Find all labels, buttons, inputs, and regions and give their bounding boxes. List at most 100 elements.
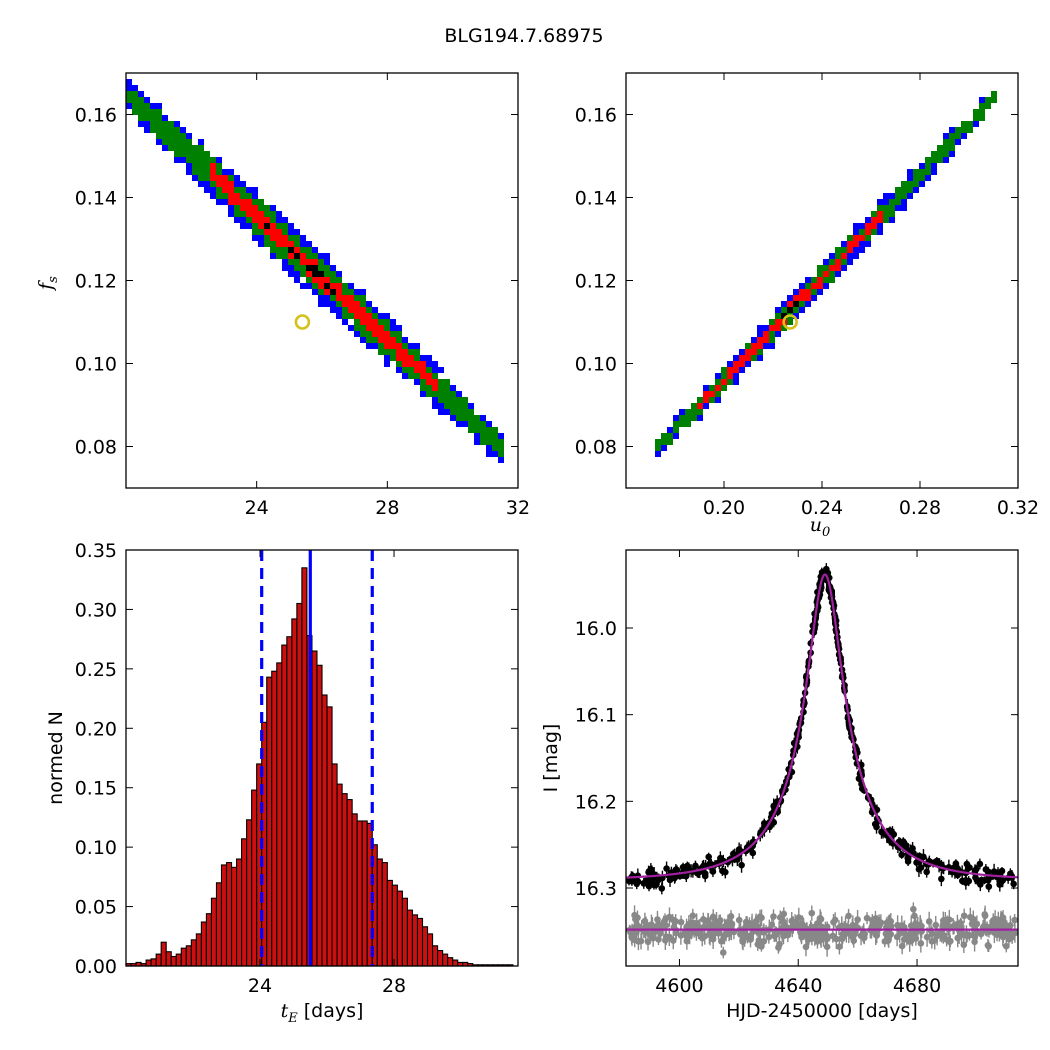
outer-cell — [414, 343, 420, 349]
mid-cell — [294, 265, 300, 271]
inner-cell — [222, 175, 228, 181]
mid-cell — [721, 373, 727, 379]
mid-cell — [282, 223, 288, 229]
outer-cell — [204, 181, 210, 187]
mid-cell — [192, 163, 198, 169]
mid-cell — [697, 409, 703, 415]
inner-cell — [805, 289, 811, 295]
inner-cell — [871, 217, 877, 223]
y-tick-label: 0.25 — [75, 659, 117, 681]
mid-cell — [162, 133, 168, 139]
outer-cell — [162, 145, 168, 151]
histogram-bar — [195, 933, 202, 967]
outer-cell — [300, 283, 306, 289]
inner-cell — [342, 301, 348, 307]
mid-cell — [811, 289, 817, 295]
mid-cell — [390, 331, 396, 337]
mid-cell — [132, 109, 138, 115]
residual-point — [823, 943, 831, 951]
inner-cell — [354, 301, 360, 307]
inner-cell — [877, 217, 883, 223]
outer-cell — [330, 301, 336, 307]
y-tick-label: 16.1 — [575, 705, 617, 727]
mid-cell — [318, 259, 324, 265]
residual-point — [946, 937, 954, 945]
residual-point — [648, 922, 656, 929]
inner-cell — [378, 325, 384, 331]
mid-cell — [979, 103, 985, 109]
y-axis-label: I [mag] — [540, 724, 562, 793]
mid-cell — [354, 319, 360, 325]
core-cell — [288, 247, 294, 253]
mid-cell — [174, 139, 180, 145]
y-axis-label: fs — [35, 276, 61, 292]
inner-cell — [360, 313, 366, 319]
y-tick-label: 0.08 — [75, 437, 117, 459]
x-axis-label-sub: E — [287, 1011, 298, 1026]
residual-point — [724, 918, 732, 926]
outer-cell — [919, 181, 925, 187]
outer-cell — [907, 169, 913, 175]
residual-point — [789, 921, 797, 929]
outer-cell — [372, 307, 378, 313]
mid-cell — [312, 253, 318, 259]
residual-point — [898, 942, 906, 950]
residual-point — [917, 940, 925, 947]
y-tick-label: 0.16 — [75, 105, 117, 127]
data-point — [655, 876, 663, 883]
inner-cell — [276, 229, 282, 235]
y-tick-label: 16.2 — [575, 791, 617, 813]
mid-cell — [691, 415, 697, 421]
outer-cell — [180, 157, 186, 163]
mid-cell — [240, 211, 246, 217]
mid-cell — [991, 91, 997, 97]
mid-cell — [360, 301, 366, 307]
inner-cell — [312, 277, 318, 283]
mid-cell — [156, 109, 162, 115]
inner-cell — [276, 235, 282, 241]
residual-point — [849, 921, 857, 929]
mid-cell — [685, 415, 691, 421]
inner-cell — [306, 259, 312, 265]
outer-cell — [739, 349, 745, 355]
mid-cell — [324, 271, 330, 277]
inner-cell — [841, 253, 847, 259]
plot-frame — [125, 549, 519, 967]
mid-cell — [426, 367, 432, 373]
outer-cell — [342, 319, 348, 325]
mid-cell — [150, 109, 156, 115]
mid-cell — [342, 313, 348, 319]
residual-point — [845, 912, 852, 920]
histogram-bar — [150, 958, 157, 967]
residual-point — [1002, 942, 1010, 950]
posterior-cells — [655, 91, 997, 457]
inner-cell — [270, 235, 276, 241]
outer-cell — [859, 241, 865, 247]
histogram-bar — [437, 949, 444, 967]
inner-cell — [751, 349, 757, 355]
mid-cell — [925, 169, 931, 175]
mid-cell — [204, 151, 210, 157]
inner-cell — [853, 235, 859, 241]
outer-cell — [246, 187, 252, 193]
data-point — [633, 880, 641, 888]
mid-cell — [186, 151, 192, 157]
y-tick-label: 0.14 — [575, 188, 617, 210]
residual-point — [910, 905, 917, 913]
mid-cell — [715, 379, 721, 385]
mid-cell — [180, 145, 186, 151]
inner-cell — [739, 361, 745, 367]
mid-cell — [715, 391, 721, 397]
data-point — [738, 861, 745, 869]
histogram-bar — [291, 618, 298, 967]
mid-cell — [781, 307, 787, 313]
outer-cell — [270, 205, 276, 211]
mid-cell — [198, 151, 204, 157]
outer-cell — [144, 97, 150, 103]
outer-cell — [787, 295, 793, 301]
mid-cell — [697, 397, 703, 403]
mid-cell — [312, 283, 318, 289]
x-tick-label: 32 — [506, 497, 530, 519]
mid-cell — [673, 427, 679, 433]
outer-cell — [799, 283, 805, 289]
